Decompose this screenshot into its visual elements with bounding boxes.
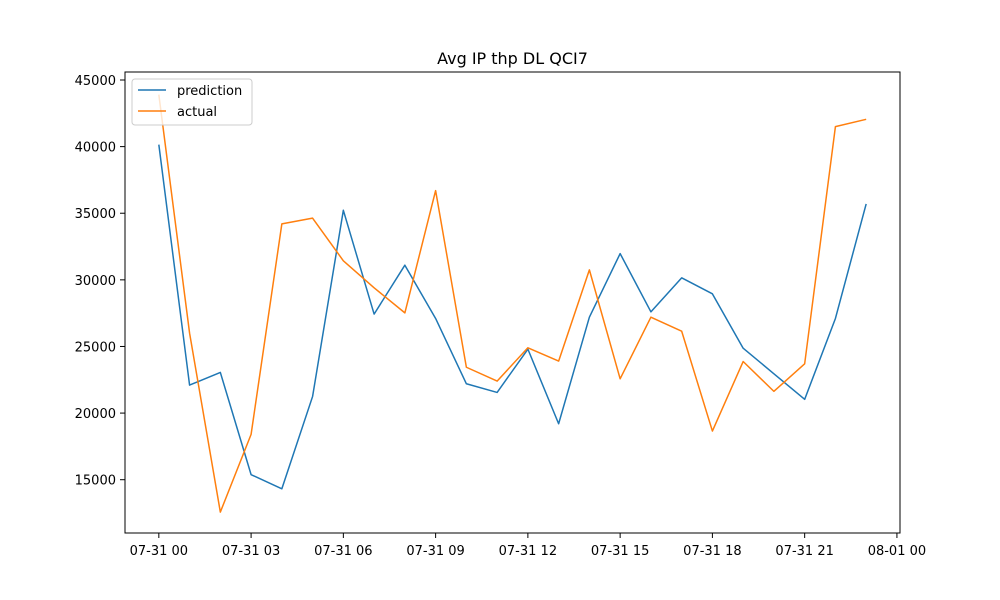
x-tick-label: 07-31 00 [130,544,188,559]
legend-label-prediction: prediction [177,84,242,99]
y-tick-label: 40000 [75,141,116,156]
x-axis: 07-31 00 07-31 03 07-31 06 07-31 09 07-31 12… [130,533,926,559]
y-tick-label: 45000 [75,74,116,89]
y-axis: 15000 20000 25000 30000 35000 40000 45000 [75,74,125,489]
chart-title: Avg IP thp DL QCI7 [437,49,588,68]
legend: prediction actual [131,78,253,126]
y-tick-label: 30000 [75,274,116,289]
x-tick-label: 07-31 03 [222,544,280,559]
x-tick-label: 07-31 09 [406,544,464,559]
y-tick-label: 20000 [75,407,116,422]
x-tick-label: 07-31 21 [775,544,833,559]
series-line-actual [158,94,867,513]
y-tick-label: 15000 [75,474,116,489]
plot-frame [124,71,901,534]
series-layer [158,94,867,513]
x-tick-label: 07-31 15 [591,544,649,559]
y-tick-label: 25000 [75,340,116,355]
y-tick-label: 35000 [75,207,116,222]
x-tick-label: 07-31 18 [683,544,741,559]
x-tick-label: 07-31 06 [314,544,372,559]
series-line-prediction [158,144,867,490]
legend-label-actual: actual [177,105,217,120]
x-tick-label: 08-01 00 [868,544,926,559]
plot-area [125,72,900,533]
x-tick-label: 07-31 12 [499,544,557,559]
